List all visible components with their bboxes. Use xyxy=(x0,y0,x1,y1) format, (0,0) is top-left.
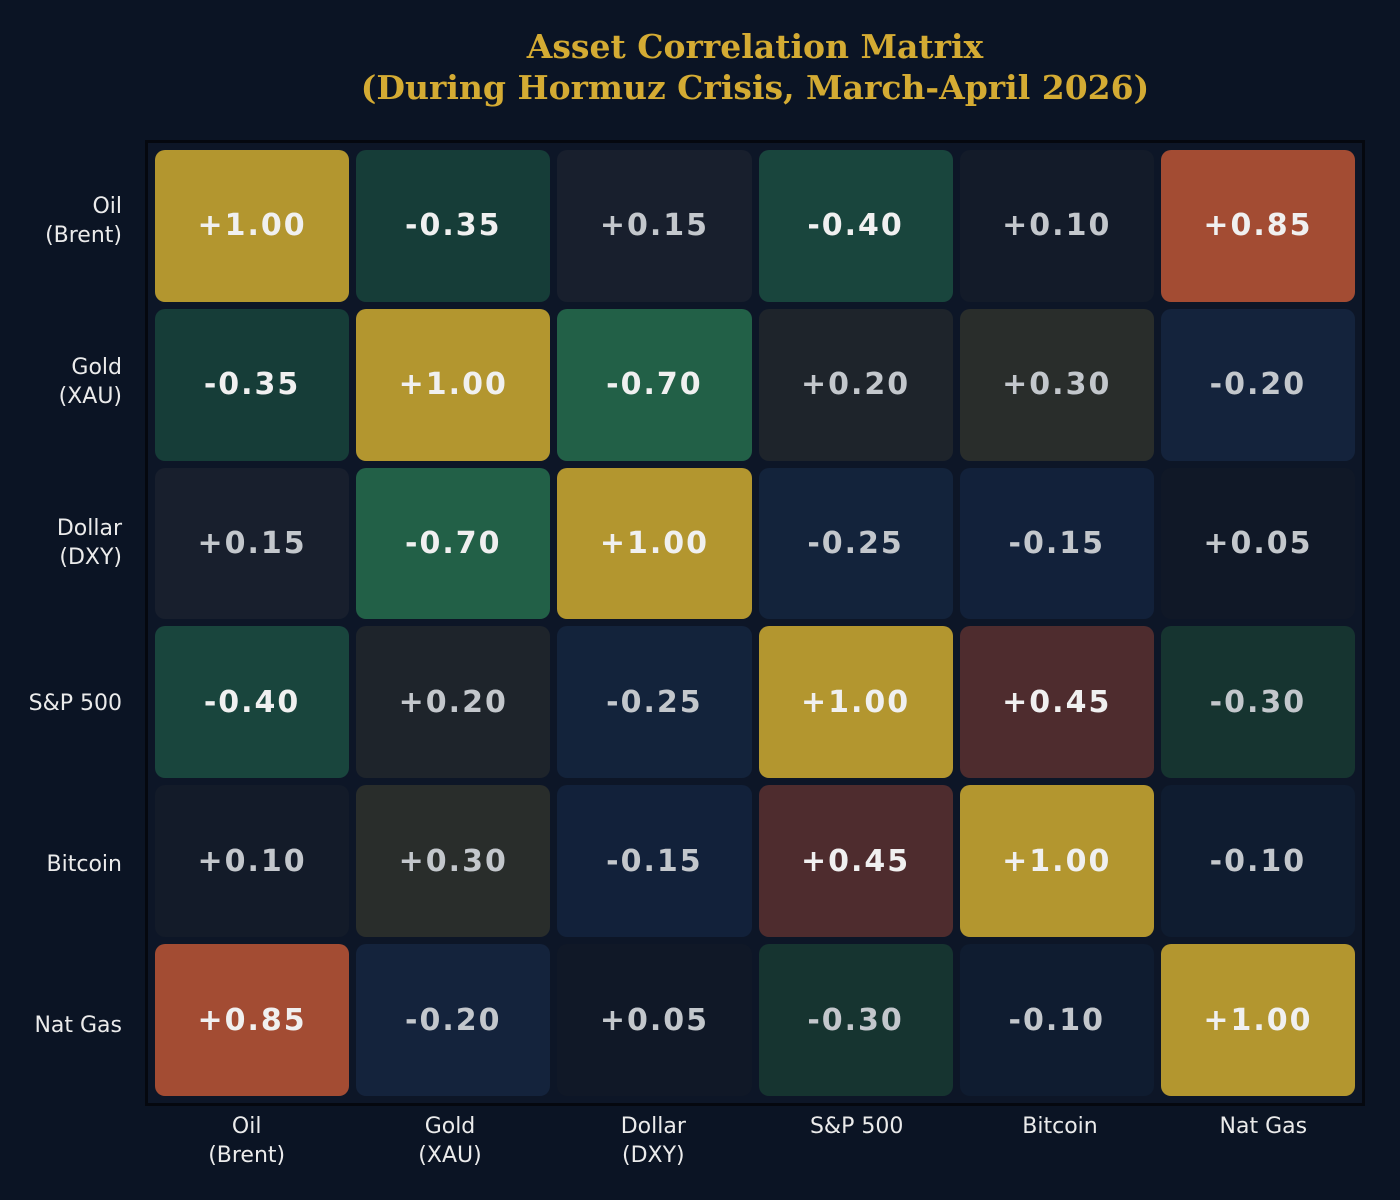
heatmap-cell: +1.00 xyxy=(557,467,752,620)
heatmap-cell: +0.85 xyxy=(155,944,350,1096)
heatmap-cell: +0.30 xyxy=(356,785,551,938)
heatmap-cell: +1.00 xyxy=(155,150,350,302)
row-label-oil-brent: Oil (Brent) xyxy=(45,193,122,248)
heatmap-cell: +1.00 xyxy=(1160,944,1355,1096)
heatmap-cell: -0.15 xyxy=(557,785,752,938)
row-label-gold-xau: Gold (XAU) xyxy=(58,354,122,409)
heatmap-cell: +1.00 xyxy=(356,308,551,461)
heatmap-cell: +0.30 xyxy=(959,308,1154,461)
heatmap-cell: -0.40 xyxy=(155,626,350,779)
y-axis-labels: Oil (Brent) Gold (XAU) Dollar (DXY) S&P … xyxy=(0,140,134,1106)
col-label-bitcoin: Bitcoin xyxy=(1022,1114,1098,1139)
row-label-natgas: Nat Gas xyxy=(34,1013,122,1038)
row-label-sp500: S&P 500 xyxy=(28,691,122,716)
heatmap-cell: +0.10 xyxy=(155,785,350,938)
heatmap-cell: -0.10 xyxy=(1160,785,1355,938)
heatmap-cell: -0.15 xyxy=(959,467,1154,620)
heatmap-cell: -0.25 xyxy=(758,467,953,620)
heatmap-cell: -0.70 xyxy=(557,308,752,461)
col-label-sp500: S&P 500 xyxy=(809,1114,904,1139)
heatmap-cell: -0.20 xyxy=(356,944,551,1096)
chart-title: Asset Correlation Matrix (During Hormuz … xyxy=(145,26,1365,108)
heatmap-cell: +0.85 xyxy=(1160,150,1355,302)
heatmap-cell: +0.45 xyxy=(959,626,1154,779)
heatmap-cell: +0.15 xyxy=(155,467,350,620)
heatmap-cell: -0.10 xyxy=(959,944,1154,1096)
heatmap-cell: +0.05 xyxy=(1160,467,1355,620)
heatmap-cell: +0.20 xyxy=(758,308,953,461)
col-label-oil-brent: Oil (Brent) xyxy=(208,1114,286,1168)
col-label-gold-xau: Gold (XAU) xyxy=(418,1114,482,1168)
heatmap-grid: +1.00 -0.35 +0.15 -0.40 +0.10 +0.85 -0.3… xyxy=(145,140,1365,1106)
chart-title-line2: (During Hormuz Crisis, March-April 2026) xyxy=(360,68,1150,107)
heatmap-cell: -0.30 xyxy=(1160,626,1355,779)
heatmap-cell: +0.10 xyxy=(959,150,1154,302)
heatmap-cell: +0.05 xyxy=(557,944,752,1096)
heatmap-cell: -0.25 xyxy=(557,626,752,779)
heatmap-cell: -0.35 xyxy=(356,150,551,302)
heatmap-cell: -0.70 xyxy=(356,467,551,620)
heatmap-cell: +1.00 xyxy=(959,785,1154,938)
col-label-natgas: Nat Gas xyxy=(1219,1114,1308,1139)
heatmap-cell: -0.30 xyxy=(758,944,953,1096)
col-label-dollar-dxy: Dollar (DXY) xyxy=(620,1114,686,1168)
heatmap-cell: -0.40 xyxy=(758,150,953,302)
heatmap-cell: +0.15 xyxy=(557,150,752,302)
chart-title-line1: Asset Correlation Matrix xyxy=(526,27,984,66)
heatmap-cell: +1.00 xyxy=(758,626,953,779)
row-label-bitcoin: Bitcoin xyxy=(46,852,122,877)
heatmap-cell: +0.20 xyxy=(356,626,551,779)
heatmap-cell: +0.45 xyxy=(758,785,953,938)
heatmap-cell: -0.35 xyxy=(155,308,350,461)
x-axis-labels: Oil (Brent) Gold (XAU) Dollar (DXY) S&P … xyxy=(145,1112,1365,1170)
heatmap-cell: -0.20 xyxy=(1160,308,1355,461)
row-label-dollar-dxy: Dollar (DXY) xyxy=(56,515,122,570)
